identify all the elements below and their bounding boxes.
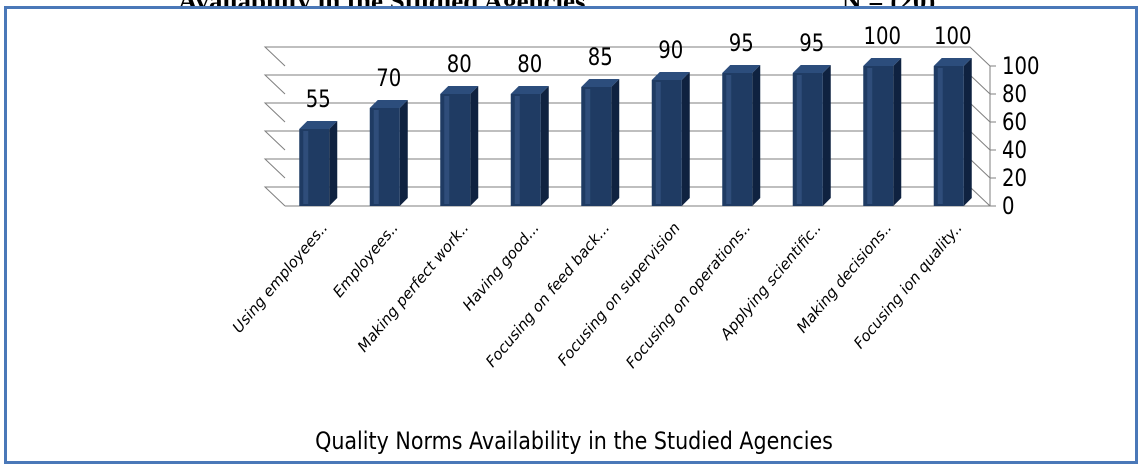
bar [581,79,619,206]
bar-side [823,65,831,206]
bar-highlight [938,68,943,204]
bar [934,58,972,206]
bar-side [611,79,619,206]
chart-category-labels: Using employees..Employees..Making perfe… [229,219,966,372]
data-label: 80 [447,51,472,78]
category-label: Focusing on feed back... [482,219,613,371]
bar-highlight [726,75,731,204]
bar-side [470,86,478,206]
bar-side [329,121,337,206]
bar-side [682,72,690,206]
bar-highlight [515,96,520,204]
bar [511,86,549,206]
data-label: 85 [588,44,613,71]
data-label: 100 [934,23,972,50]
bar-side [964,58,972,206]
bar [440,86,478,206]
bar-side [400,100,408,206]
bar-side [541,86,549,206]
y-tick-label: 80 [1002,81,1027,108]
bar [722,65,760,206]
category-label: Using employees.. [229,219,332,336]
y-tick-label: 100 [1002,53,1040,80]
data-label: 95 [799,30,824,57]
bar-highlight [867,68,872,204]
data-label: 80 [517,51,542,78]
bar [370,100,408,206]
category-label: Having good... [459,219,543,314]
data-label: 55 [306,86,331,113]
bar [299,121,337,206]
bar-highlight [585,89,590,204]
bar [652,72,690,206]
bar-highlight [797,75,802,204]
category-label: Employees.. [329,219,402,301]
y-tick-label: 0 [1002,193,1015,220]
category-label: Focusing on operations.. [622,219,754,372]
bar-highlight [303,131,308,204]
chart-title: Quality Norms Availability in the Studie… [80,427,1067,455]
bar-highlight [656,82,661,204]
data-label: 100 [863,23,901,50]
bar-side [893,58,901,206]
data-label: 90 [658,37,683,64]
bar [793,65,831,206]
bar-highlight [444,96,449,204]
data-label: 95 [729,30,754,57]
y-tick-label: 20 [1002,165,1027,192]
bar-highlight [374,110,379,204]
category-label: Focusing on supervision [554,219,684,369]
data-label: 70 [376,65,401,92]
bar [863,58,901,206]
bar-side [752,65,760,206]
y-tick-label: 40 [1002,137,1027,164]
y-tick-label: 60 [1002,109,1027,136]
